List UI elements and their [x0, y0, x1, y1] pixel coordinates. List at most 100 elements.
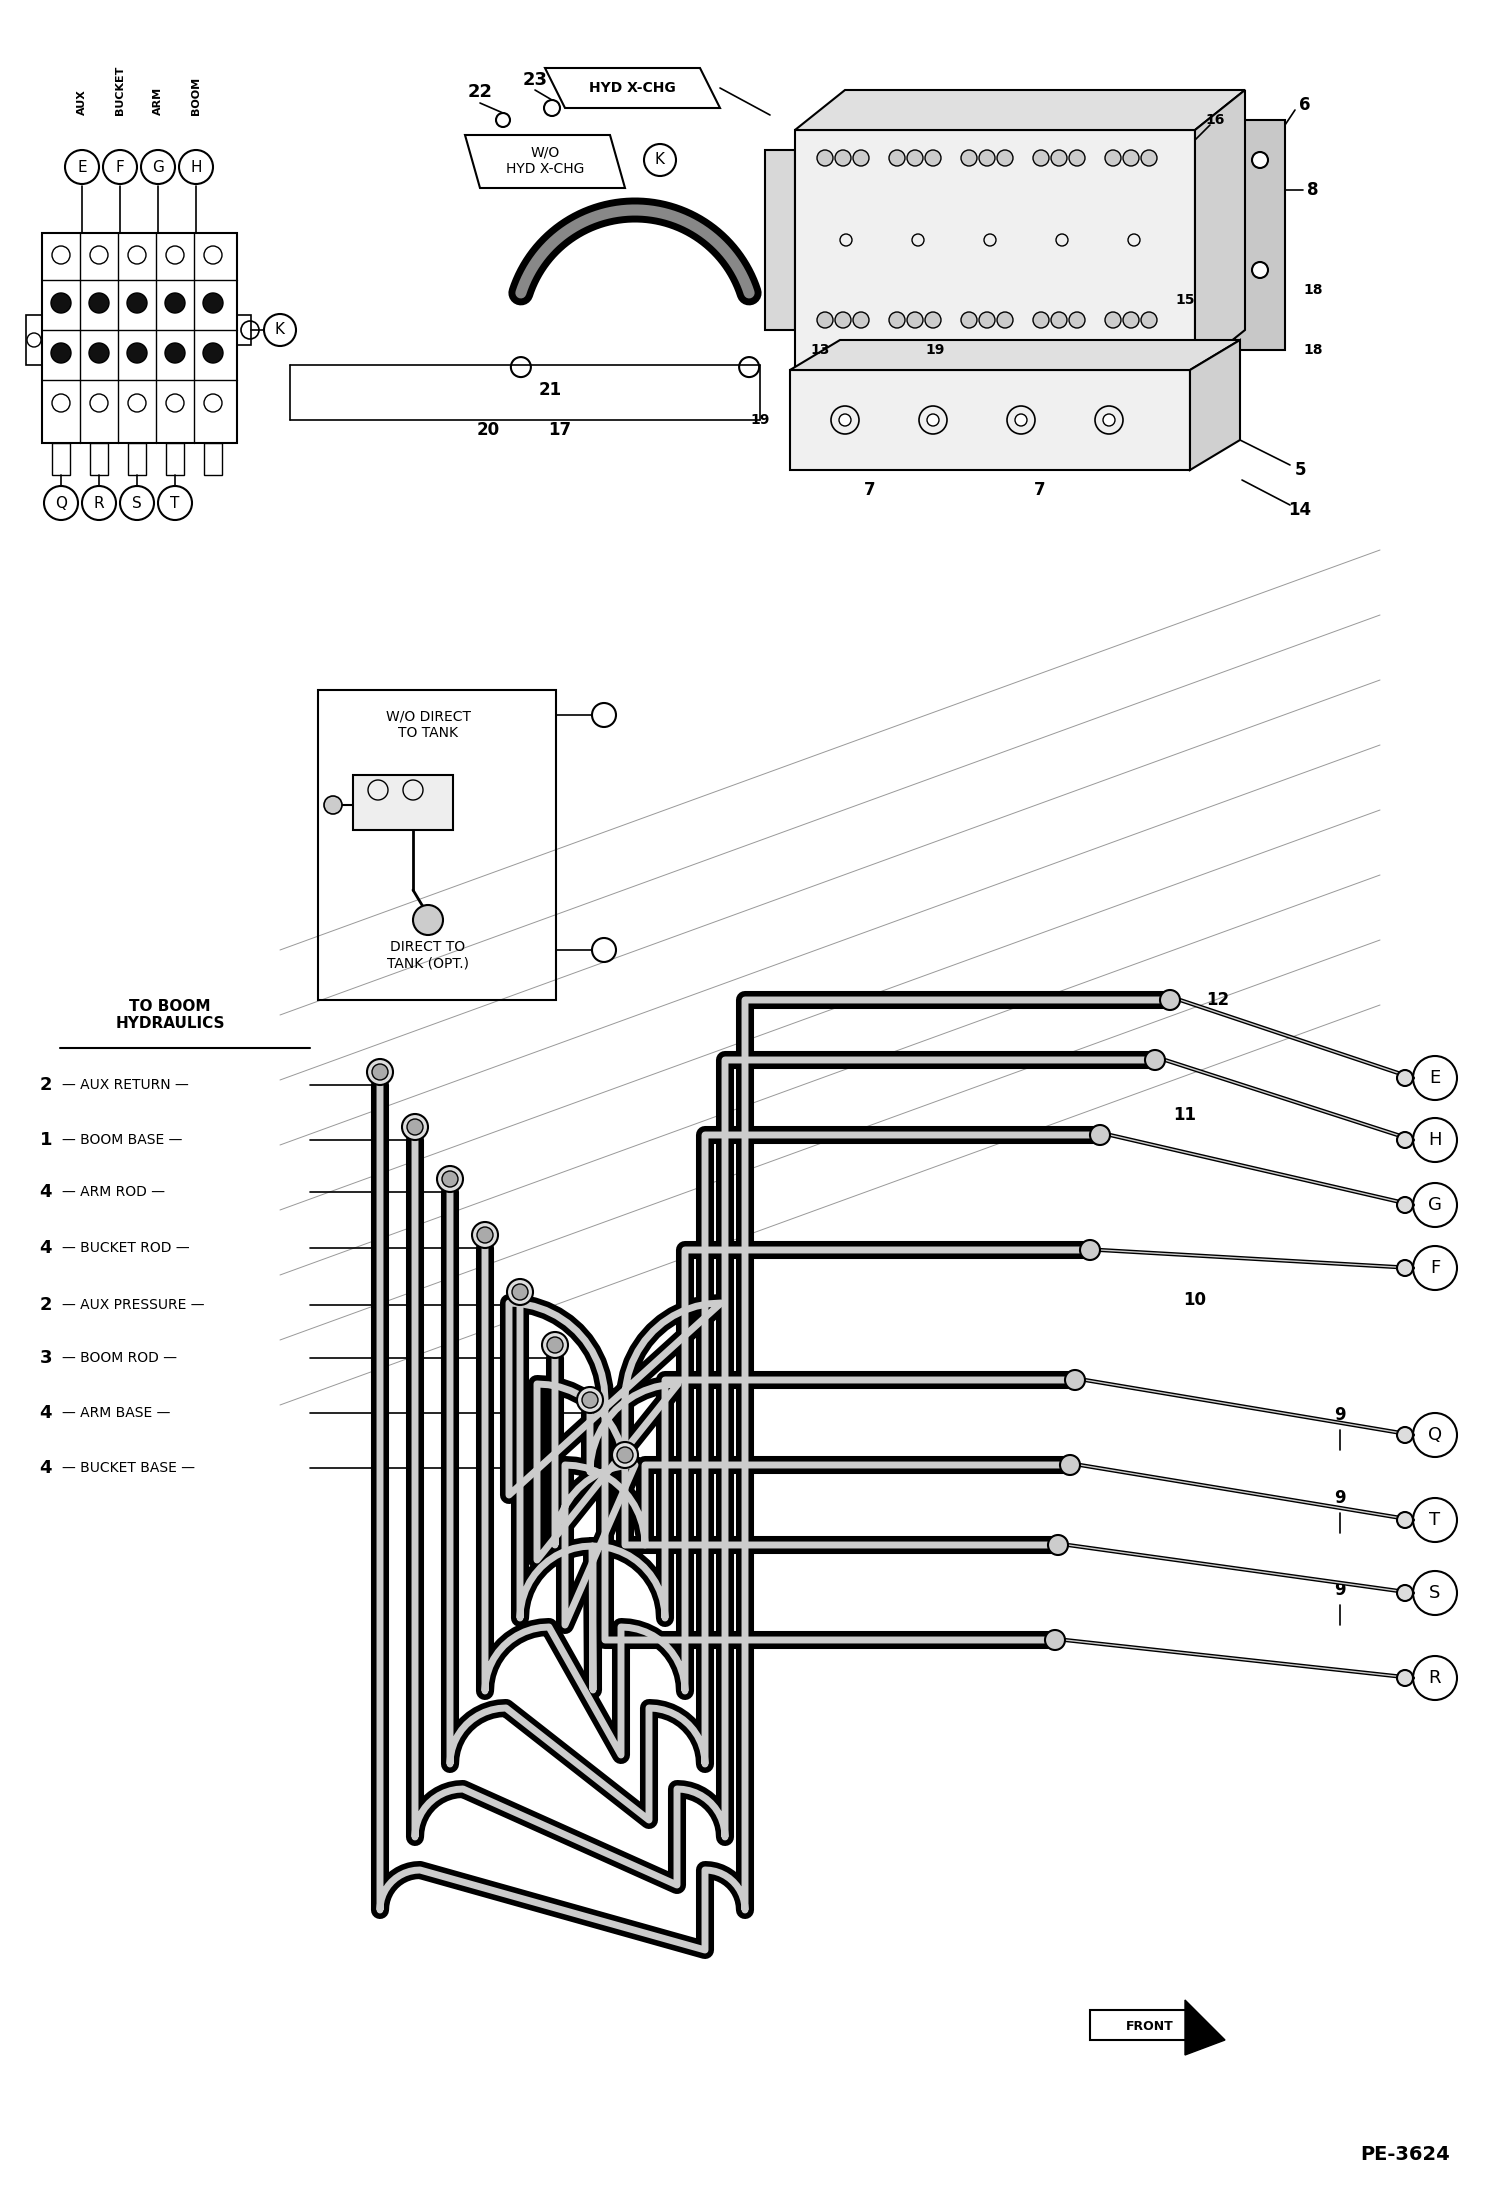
Circle shape: [1141, 149, 1156, 167]
Circle shape: [1034, 311, 1049, 329]
Circle shape: [407, 1118, 422, 1136]
Circle shape: [204, 294, 223, 314]
Text: 22: 22: [467, 83, 493, 101]
Circle shape: [1398, 1070, 1413, 1086]
Text: Q: Q: [1428, 1425, 1443, 1443]
Text: F: F: [115, 160, 124, 175]
Text: 21: 21: [538, 382, 562, 399]
Bar: [42, 232, 237, 443]
Text: 19: 19: [750, 412, 770, 428]
Circle shape: [998, 311, 1013, 329]
Text: 12: 12: [1206, 991, 1230, 1009]
Circle shape: [88, 342, 109, 364]
Bar: [1031, 145, 1095, 340]
Text: 4: 4: [39, 1404, 52, 1421]
Circle shape: [1016, 414, 1028, 425]
Circle shape: [1046, 1629, 1065, 1649]
Text: K: K: [276, 322, 285, 338]
Bar: [815, 145, 879, 340]
Text: 9: 9: [1335, 1489, 1345, 1507]
Text: 2: 2: [39, 1077, 52, 1094]
Text: 13: 13: [810, 342, 830, 357]
Circle shape: [980, 149, 995, 167]
Polygon shape: [789, 340, 1240, 371]
Circle shape: [1124, 149, 1138, 167]
Text: W/O
HYD X-CHG: W/O HYD X-CHG: [506, 147, 584, 175]
Polygon shape: [795, 90, 1245, 129]
Circle shape: [401, 1114, 428, 1140]
Circle shape: [127, 342, 147, 364]
Circle shape: [51, 342, 70, 364]
Circle shape: [506, 1279, 533, 1305]
Text: HYD X-CHG: HYD X-CHG: [589, 81, 676, 94]
Circle shape: [1398, 1511, 1413, 1529]
Text: 18: 18: [1303, 342, 1323, 357]
Text: BUCKET: BUCKET: [115, 66, 124, 114]
Polygon shape: [545, 68, 721, 107]
Circle shape: [980, 311, 995, 329]
Text: TO BOOM
HYDRAULICS: TO BOOM HYDRAULICS: [115, 998, 225, 1031]
Text: S: S: [1429, 1583, 1441, 1603]
Text: — ARM BASE —: — ARM BASE —: [61, 1406, 171, 1421]
Text: 1: 1: [39, 1132, 52, 1149]
Text: — BOOM ROD —: — BOOM ROD —: [61, 1351, 177, 1364]
Text: F: F: [1431, 1259, 1440, 1276]
Text: T: T: [1429, 1511, 1441, 1529]
Text: T: T: [171, 496, 180, 511]
Circle shape: [1252, 151, 1267, 169]
Circle shape: [476, 1228, 493, 1243]
Text: 18: 18: [1303, 283, 1323, 296]
Circle shape: [1141, 311, 1156, 329]
Text: 20: 20: [476, 421, 499, 439]
Circle shape: [927, 414, 939, 425]
Text: AUX: AUX: [76, 90, 87, 114]
Circle shape: [906, 311, 923, 329]
Circle shape: [1252, 261, 1267, 279]
Circle shape: [127, 294, 147, 314]
Circle shape: [924, 149, 941, 167]
Circle shape: [1070, 311, 1085, 329]
Text: ARM: ARM: [153, 88, 163, 114]
Circle shape: [1398, 1197, 1413, 1213]
Bar: [52, 443, 70, 476]
Text: 2: 2: [39, 1296, 52, 1314]
Circle shape: [1065, 1371, 1085, 1390]
Text: 7: 7: [864, 480, 876, 500]
Bar: [127, 443, 145, 476]
Polygon shape: [464, 136, 625, 189]
Circle shape: [577, 1386, 604, 1412]
Text: H: H: [1428, 1132, 1441, 1149]
Circle shape: [888, 311, 905, 329]
Circle shape: [613, 1443, 638, 1467]
Text: 4: 4: [39, 1458, 52, 1478]
Text: 10: 10: [1183, 1292, 1206, 1309]
Bar: [1195, 140, 1234, 340]
Text: BOOM: BOOM: [192, 77, 201, 114]
Bar: [204, 443, 222, 476]
Polygon shape: [1185, 2000, 1225, 2055]
Circle shape: [51, 294, 70, 314]
Text: 23: 23: [523, 70, 547, 90]
Circle shape: [165, 342, 184, 364]
Circle shape: [1052, 149, 1067, 167]
Bar: [166, 443, 184, 476]
Circle shape: [906, 149, 923, 167]
Circle shape: [1034, 149, 1049, 167]
Circle shape: [1398, 1132, 1413, 1147]
Polygon shape: [1189, 340, 1240, 469]
Bar: [959, 145, 1023, 340]
Text: R: R: [94, 496, 105, 511]
Circle shape: [617, 1447, 634, 1463]
Circle shape: [437, 1167, 463, 1193]
Text: R: R: [1429, 1669, 1441, 1686]
Circle shape: [1080, 1239, 1100, 1261]
Text: — BUCKET ROD —: — BUCKET ROD —: [61, 1241, 190, 1254]
Circle shape: [442, 1171, 458, 1186]
Circle shape: [204, 342, 223, 364]
Text: Q: Q: [55, 496, 67, 511]
Text: E: E: [78, 160, 87, 175]
Bar: [1234, 121, 1285, 351]
Text: 3: 3: [39, 1349, 52, 1366]
Circle shape: [1061, 1454, 1080, 1476]
Circle shape: [542, 1331, 568, 1357]
